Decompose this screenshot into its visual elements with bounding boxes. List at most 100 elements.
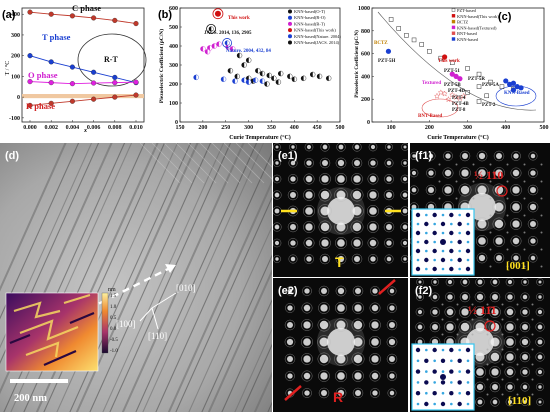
- point-o-t-half: [312, 71, 316, 78]
- point-o-t-half: [248, 57, 252, 64]
- simulated-center-spot: [440, 239, 446, 245]
- diffraction-spot: [370, 256, 376, 262]
- y-tick-label: 0: [17, 95, 20, 101]
- point-knn-based-this-work-: [442, 54, 448, 60]
- diffraction-ring: [368, 158, 378, 168]
- panel-e1-saed: (e1) T: [273, 143, 408, 277]
- diffraction-spot: [402, 240, 408, 246]
- data-point-t: [48, 59, 54, 65]
- point-o-t: [236, 52, 240, 59]
- simulated-spot: [425, 267, 428, 271]
- diffraction-ring: [367, 237, 379, 249]
- domain-stripe: [69, 143, 192, 412]
- diffraction-ring: [384, 158, 394, 168]
- point-r-t-half: [202, 46, 206, 52]
- diffraction-ring: [444, 321, 456, 333]
- diffraction-ring: [536, 293, 544, 301]
- point-o-t-half: [319, 73, 323, 80]
- superlattice-spot: [471, 333, 474, 336]
- diffraction-ring: [370, 286, 380, 296]
- diffraction-ring: [475, 217, 489, 231]
- x-tick-label: 0.002: [44, 125, 58, 131]
- simulated-spot: [450, 381, 453, 384]
- diffraction-spot: [336, 190, 346, 200]
- superlattice-spot: [501, 378, 504, 381]
- diffraction-spot: [354, 144, 360, 150]
- diffraction-ring: [334, 220, 348, 234]
- diffraction-spot: [287, 322, 293, 328]
- data-point-o: [112, 80, 118, 86]
- point-o-t-half: [294, 76, 298, 83]
- diffraction-ring: [301, 370, 313, 382]
- point-r-t: [211, 43, 215, 49]
- data-point-o: [133, 79, 139, 85]
- legend-marker: [451, 31, 456, 35]
- diffraction-ring: [460, 278, 470, 287]
- diffraction-ring: [285, 286, 295, 296]
- data-point-c: [27, 9, 33, 15]
- superlattice-spot: [506, 197, 509, 200]
- diffraction-spot: [530, 153, 536, 159]
- central-beam: [468, 193, 496, 221]
- diffraction-ring: [416, 278, 424, 286]
- superlattice-spot: [516, 318, 519, 321]
- point-pzt-based: [476, 99, 482, 104]
- diffraction-ring: [493, 235, 505, 247]
- data-point-o: [91, 80, 97, 86]
- diffraction-ring: [492, 217, 506, 231]
- diffraction-spot: [537, 369, 543, 375]
- diffraction-spot: [337, 175, 345, 183]
- simulated-spot: [449, 248, 454, 254]
- simulated-spot: [466, 222, 470, 226]
- diffraction-ring: [387, 303, 397, 313]
- point-o-t-half: [328, 75, 332, 82]
- legend-marker: [451, 8, 456, 12]
- superlattice-circle-f1: [496, 185, 508, 197]
- panel-b-ylabel: Piezoelectric Coefficient (pC/N): [158, 29, 165, 103]
- point-r-o-half: [262, 78, 266, 84]
- r-t-label: R-T: [104, 55, 118, 64]
- diffraction-ring: [520, 382, 530, 392]
- pzt-trend-line: [377, 11, 537, 111]
- legend-marker: [451, 25, 456, 30]
- diffraction-spot: [337, 159, 345, 167]
- panel-e2-label: (e2): [278, 285, 298, 297]
- diffraction-spot: [506, 308, 514, 316]
- point-r-t: [225, 44, 228, 50]
- diffraction-ring: [536, 383, 544, 391]
- simulated-spot: [457, 221, 462, 227]
- inset-colorbar-tick: 0.0: [110, 327, 117, 332]
- point-r-o-half: [255, 77, 259, 84]
- data-point-t: [91, 69, 97, 75]
- pfm-inset: nm 1.5 1.0 0.5 0.0 -0.5 -1.0: [5, 287, 118, 372]
- central-beam: [327, 328, 355, 356]
- diffraction-spot: [428, 187, 434, 193]
- simulated-spot: [465, 248, 471, 254]
- simulated-spot: [449, 212, 454, 218]
- textured-annotation: Textured: [422, 81, 441, 86]
- diffraction-ring: [536, 278, 544, 286]
- diffraction-spot: [476, 368, 484, 376]
- diffraction-ring: [490, 397, 500, 407]
- diffraction-ring: [334, 369, 348, 383]
- diffraction-spot: [432, 294, 438, 300]
- simulated-spot: [416, 359, 420, 363]
- diffraction-spot: [522, 369, 528, 375]
- point-nature-2004-half: [226, 40, 230, 46]
- orthorhombic-band: [22, 94, 144, 99]
- diffraction-ring: [369, 353, 381, 365]
- diffraction-ring: [505, 278, 515, 287]
- diffraction-spot: [490, 337, 500, 347]
- x-tick-label: 350: [267, 125, 276, 131]
- domain-stripe: [23, 143, 146, 412]
- simulated-spot: [440, 257, 446, 263]
- diffraction-spot: [513, 255, 519, 261]
- diffraction-ring: [319, 253, 331, 265]
- diffraction-spot: [290, 256, 296, 262]
- central-halo: [317, 318, 365, 366]
- diffraction-spot: [354, 256, 360, 262]
- point-this-work-ring: [212, 8, 224, 20]
- superlattice-spot: [472, 180, 475, 183]
- diffraction-spot: [369, 223, 377, 231]
- simulated-spot: [449, 347, 454, 353]
